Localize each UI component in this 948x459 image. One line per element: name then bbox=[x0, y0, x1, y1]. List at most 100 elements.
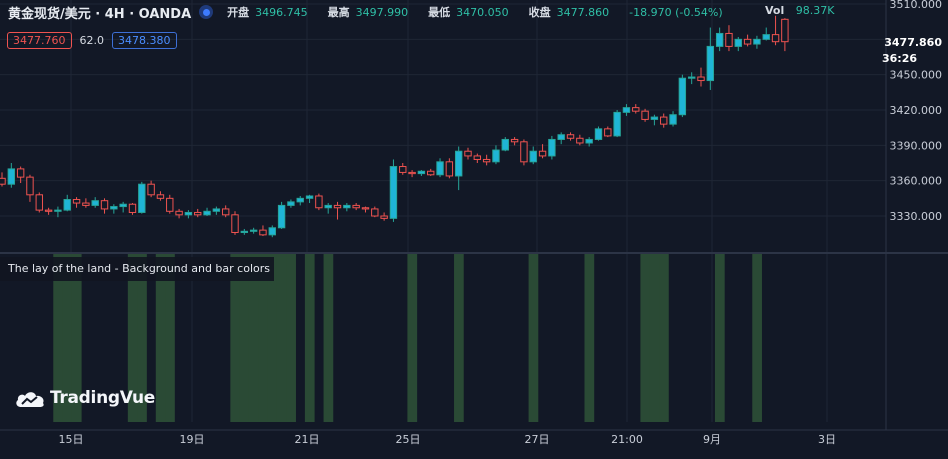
vol-label: Vol bbox=[765, 4, 785, 17]
candle-body bbox=[566, 134, 575, 139]
candle bbox=[16, 166, 25, 184]
candle-body bbox=[436, 161, 444, 176]
candle-body bbox=[240, 230, 249, 234]
candle bbox=[604, 126, 612, 138]
candle-body bbox=[0, 177, 6, 185]
candle-body bbox=[203, 210, 211, 216]
price-axis[interactable]: 3510.0003480.0003450.0003420.0003390.000… bbox=[882, 0, 948, 223]
candle bbox=[464, 147, 472, 160]
indicator-bar bbox=[230, 254, 241, 422]
time-tick-label: 9月 bbox=[703, 433, 721, 446]
indicator-bar bbox=[528, 254, 539, 422]
candle bbox=[660, 113, 668, 128]
candle bbox=[715, 27, 724, 52]
candle-body bbox=[184, 211, 193, 216]
volume-legend: Vol 98.37K bbox=[765, 4, 834, 17]
candle-body bbox=[669, 114, 677, 125]
candle-body bbox=[221, 208, 230, 216]
candle bbox=[613, 110, 621, 138]
candle bbox=[566, 132, 575, 141]
candle bbox=[417, 170, 426, 176]
candle bbox=[305, 194, 314, 204]
bid-price-badge[interactable]: 3477.760 bbox=[7, 32, 72, 49]
candle bbox=[454, 146, 463, 191]
candle-body bbox=[753, 38, 761, 45]
candle-body bbox=[632, 107, 640, 112]
candle bbox=[194, 208, 202, 218]
candle bbox=[436, 158, 444, 178]
candle bbox=[548, 135, 556, 160]
candle-body bbox=[492, 149, 500, 163]
price-tick-label: 3390.000 bbox=[890, 139, 943, 152]
candle-body bbox=[576, 137, 584, 144]
indicator-bar bbox=[286, 254, 296, 422]
indicator-bar bbox=[258, 254, 269, 422]
candle bbox=[231, 211, 239, 235]
candle-body bbox=[72, 199, 81, 204]
candle-body bbox=[594, 128, 603, 140]
candle-body bbox=[175, 210, 183, 216]
indicator-title[interactable]: The lay of the land - Background and bar… bbox=[0, 257, 274, 281]
candle bbox=[175, 208, 183, 219]
candle-body bbox=[501, 138, 509, 151]
time-tick-label: 25日 bbox=[396, 433, 421, 446]
time-axis[interactable]: 15日 19日 21日 25日 27日 21:00 9月 3日 bbox=[59, 433, 837, 446]
candle bbox=[7, 163, 16, 188]
candle-body bbox=[259, 229, 267, 236]
candle bbox=[128, 203, 137, 215]
candle bbox=[277, 201, 286, 229]
candle-body bbox=[706, 45, 715, 82]
logo-text: TradingVue bbox=[50, 388, 156, 408]
candle bbox=[91, 197, 99, 208]
candle bbox=[147, 180, 155, 198]
grid bbox=[0, 0, 948, 431]
candle bbox=[221, 205, 230, 218]
low-label: 最低 bbox=[428, 6, 451, 19]
candle-body bbox=[464, 150, 472, 157]
candle-body bbox=[454, 150, 463, 177]
candle-body bbox=[128, 203, 137, 213]
candle bbox=[315, 193, 323, 211]
candle bbox=[687, 72, 696, 85]
time-tick-label: 21:00 bbox=[611, 433, 643, 446]
indicator-bar bbox=[165, 254, 175, 422]
candle-body bbox=[35, 194, 43, 211]
candle-body bbox=[538, 150, 547, 157]
candle bbox=[743, 34, 752, 47]
ask-price-badge[interactable]: 3478.380 bbox=[112, 32, 177, 49]
candle-body bbox=[445, 161, 454, 177]
candle-body bbox=[613, 111, 621, 137]
indicator-bar bbox=[53, 254, 63, 422]
indicator-bar bbox=[127, 254, 138, 422]
last-price-label: 3477.860 bbox=[884, 36, 942, 49]
candle-body bbox=[26, 176, 34, 196]
price-tick-label: 3420.000 bbox=[890, 104, 943, 117]
candle-body bbox=[604, 128, 612, 137]
candle bbox=[529, 146, 537, 165]
candle-body bbox=[7, 168, 16, 185]
candle-body bbox=[510, 138, 519, 143]
candle bbox=[781, 18, 789, 52]
candle bbox=[585, 137, 593, 147]
indicator-bar bbox=[155, 254, 166, 422]
candle bbox=[35, 192, 43, 213]
candle bbox=[771, 15, 780, 46]
candle-body bbox=[82, 202, 90, 206]
candle-body bbox=[100, 200, 109, 210]
symbol-title[interactable]: 黄金现货/美元 · 4H · OANDA bbox=[8, 6, 192, 22]
spread-value: 62.0 bbox=[79, 34, 105, 47]
candle bbox=[594, 126, 603, 141]
candle bbox=[259, 225, 267, 237]
candle bbox=[753, 35, 761, 49]
candle-body bbox=[734, 38, 742, 47]
candle bbox=[734, 36, 742, 52]
candle-body bbox=[417, 170, 426, 175]
candle-body bbox=[91, 200, 99, 206]
candle-body bbox=[119, 203, 127, 208]
candle bbox=[268, 225, 276, 238]
candle bbox=[63, 194, 71, 212]
candle bbox=[100, 198, 109, 214]
candle bbox=[138, 181, 146, 214]
candle-body bbox=[660, 116, 668, 125]
